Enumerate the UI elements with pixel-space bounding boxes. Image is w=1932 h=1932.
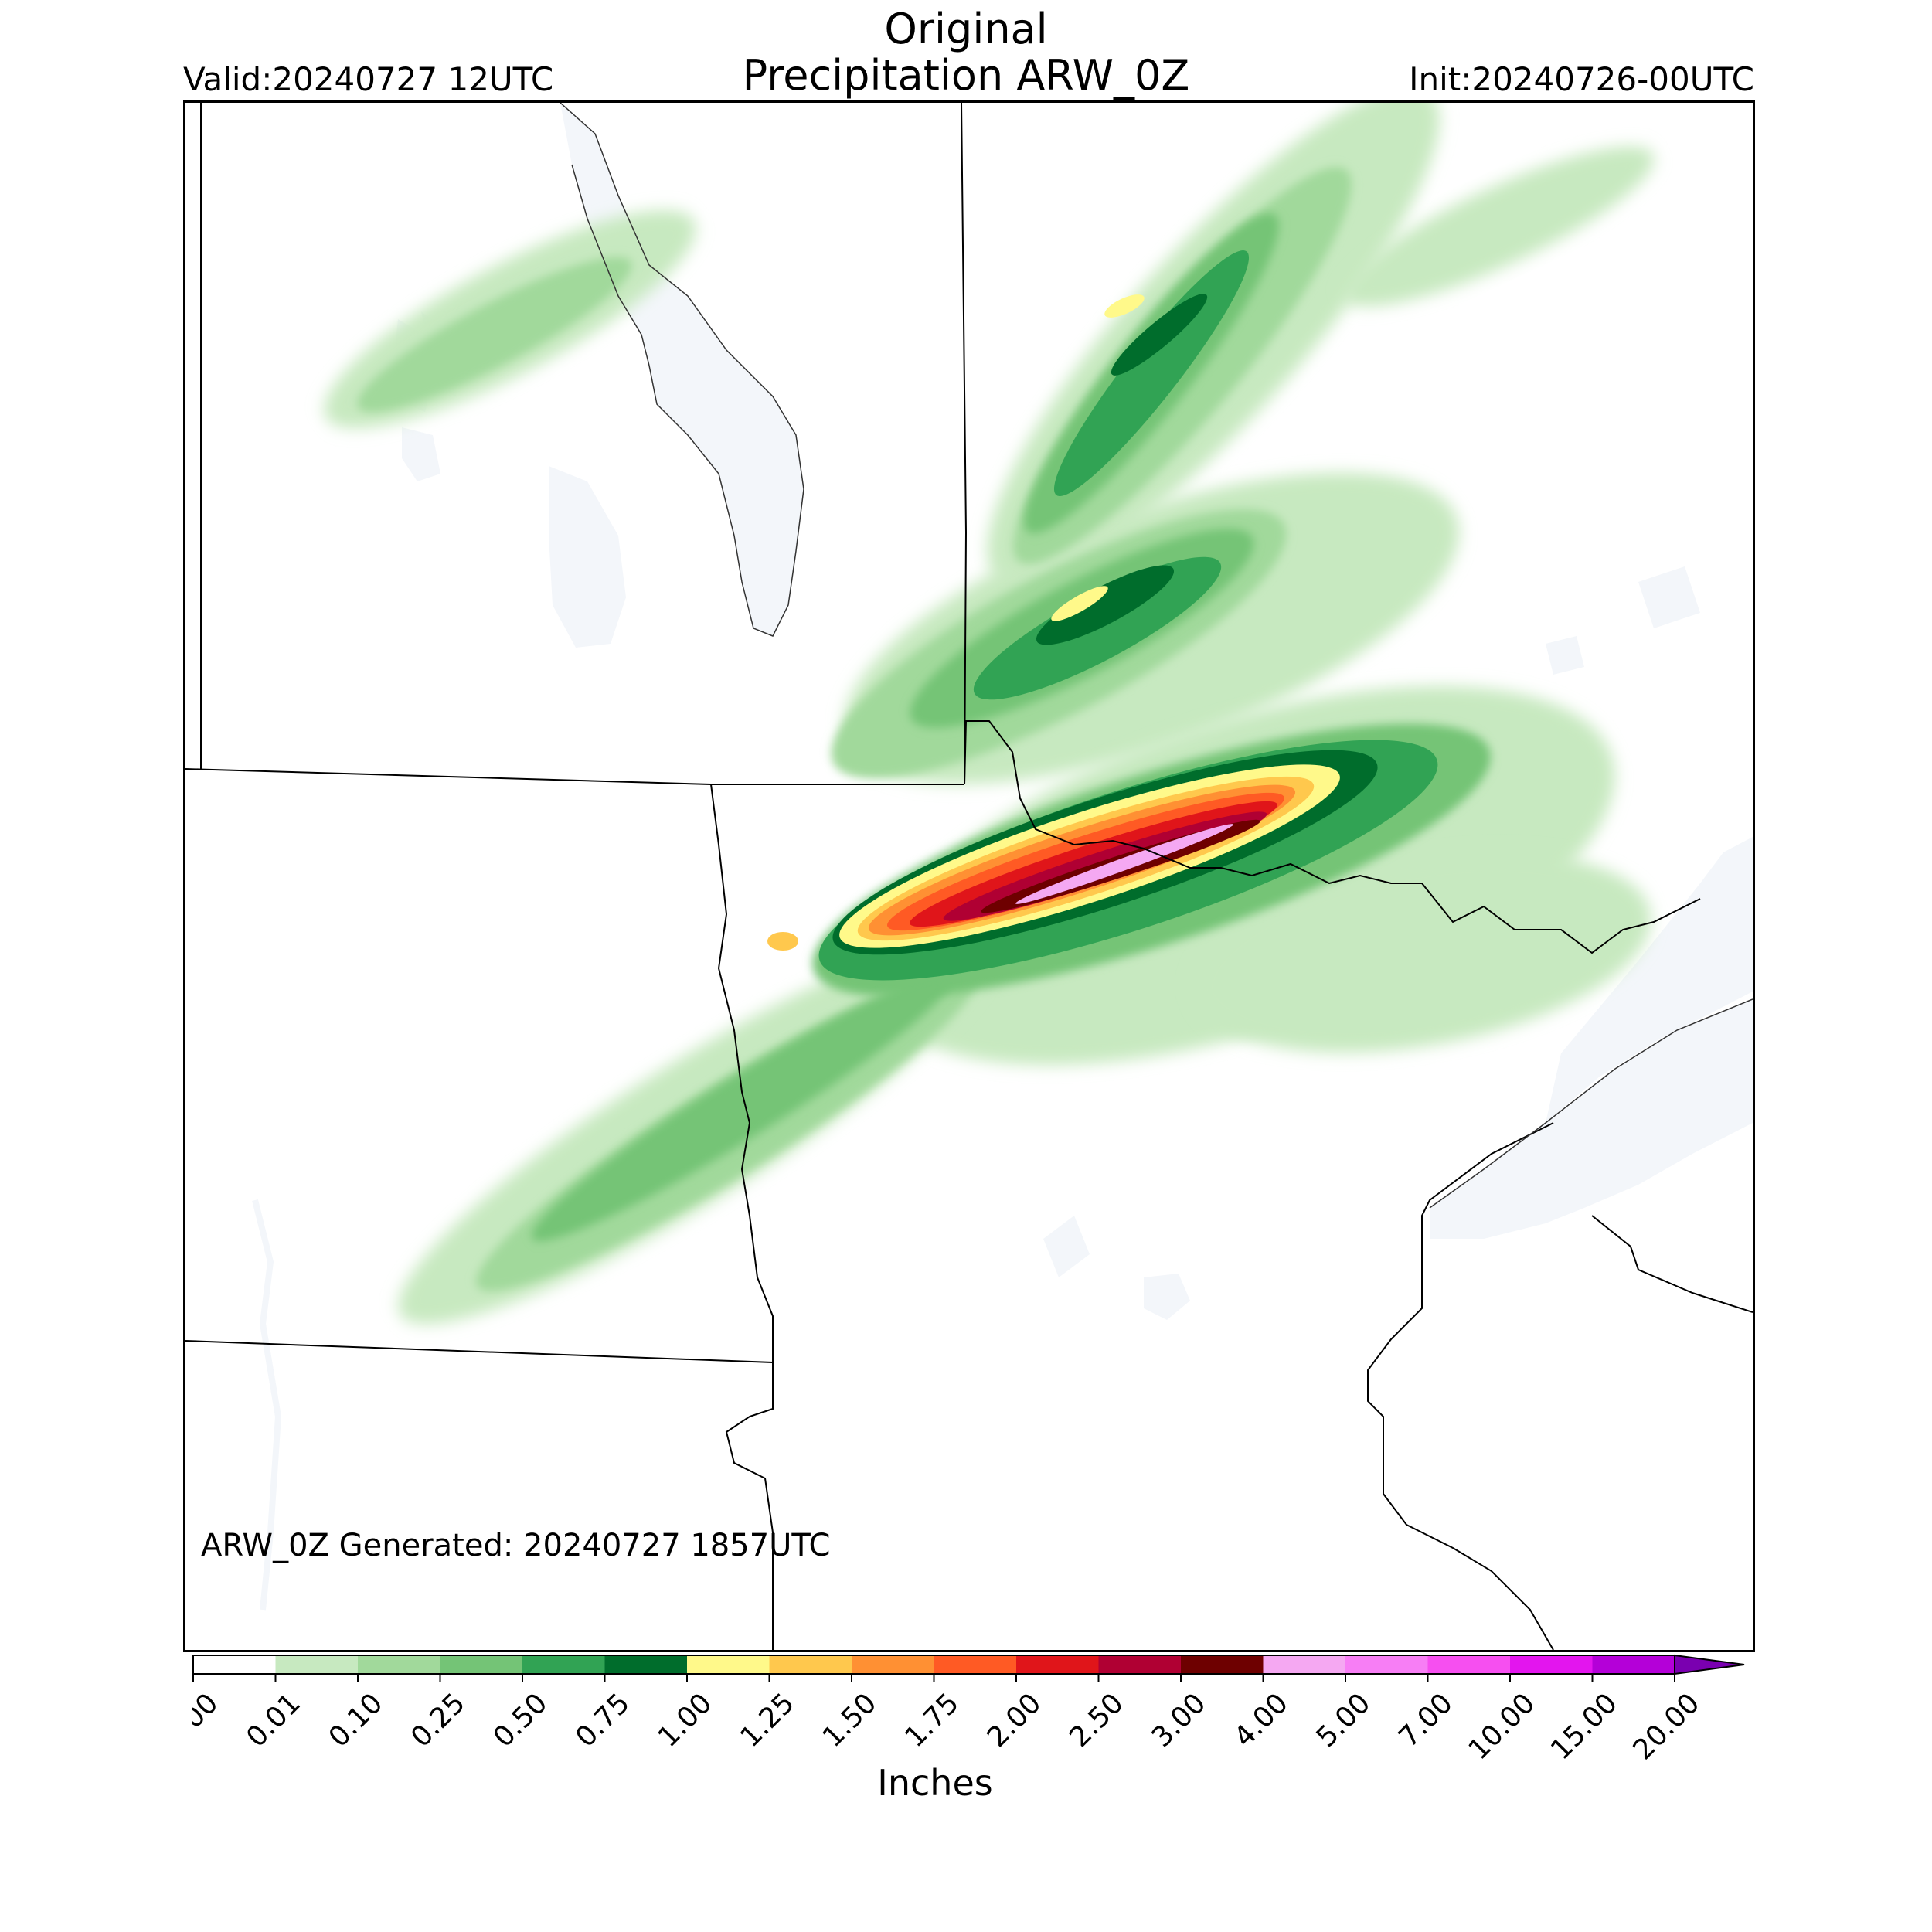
lake-east [1546,636,1584,675]
colorbar-tick-label: 0.01 [240,1687,307,1753]
colorbar-tick-label: 2.00 [981,1687,1048,1753]
valid-time-label: Valid:20240727 12UTC [183,60,554,98]
colorbar-extend-arrow [1674,1654,1745,1675]
precip-central-max [1051,586,1108,621]
chart-title-line2: Precipitation ARW_0Z [742,51,1190,100]
colorbar-swatch [1016,1655,1099,1674]
border-canada-us-east [964,720,1701,954]
lake-small-2 [402,427,440,481]
colorbar-tick-label: 2.50 [1063,1687,1130,1753]
lake-outlines [560,103,1753,1209]
colorbar-swatches [192,1654,1745,1675]
precip-band-far-ne [1344,146,1655,307]
colorbar-swatch [1263,1655,1345,1674]
colorbar-swatch [1510,1655,1593,1674]
border-wi-mi [1591,1215,1753,1313]
colorbar-tick-label: 0.50 [488,1687,554,1753]
precip-band-east [1192,852,1651,1053]
colorbar-tick-label: 5.00 [1311,1687,1377,1753]
border-manitoba-ontario [961,103,968,785]
colorbar-swatch [1345,1655,1428,1674]
colorbar-tick-label: 0.00 [192,1687,224,1753]
colorbar-tick-label: 1.25 [734,1687,801,1753]
lake-superior [1430,999,1753,1239]
map-panel: ARW_0Z Generated: 20240727 1857UTC [183,100,1755,1652]
colorbar-tick-label: 7.00 [1393,1687,1459,1753]
colorbar-swatch [1427,1655,1510,1674]
colorbar-tick-label: 1.00 [652,1687,719,1753]
colorbar-swatch [769,1655,852,1674]
colorbar-tick-label: 15.00 [1545,1687,1624,1766]
colorbar-tick-label: 0.75 [570,1687,636,1753]
colorbar-swatch [687,1655,770,1674]
colorbar-swatch [522,1655,605,1674]
precip-ne-050 [1053,250,1250,496]
lake-winnipeg-outline [560,103,804,637]
chart-title-line1: Original [884,5,1048,53]
colorbar-swatch [852,1655,934,1674]
colorbar-swatch [1098,1655,1181,1674]
political-boundaries [185,103,1753,1650]
lake-manitoba [549,466,626,648]
precipitation-field [324,103,1655,1325]
generated-label: ARW_0Z Generated: 20240727 1857UTC [201,1528,830,1563]
colorbar-tick-label: 4.00 [1228,1687,1294,1753]
precip-ne-075 [1111,294,1208,376]
colorbar-tick-label: 3.00 [1146,1687,1213,1753]
colorbar-tick-label: 0.10 [323,1687,389,1753]
colorbar-swatch [358,1655,440,1674]
precip-sw-025 [531,974,953,1241]
colorbar-tick-label: 20.00 [1628,1687,1706,1766]
precip-core-400 [1015,824,1233,904]
colorbar-tick-label: 0.25 [405,1687,471,1753]
map-canvas: ARW_0Z Generated: 20240727 1857UTC [185,103,1753,1650]
colorbar-swatch [440,1655,522,1674]
colorbar-swatch [604,1655,687,1674]
border-nd-sd [185,1340,774,1363]
border-nd-mn [710,784,774,1650]
precip-sw-cell [767,932,798,951]
colorbar-tick-label: 1.75 [899,1687,965,1753]
colorbar-swatch [1181,1655,1264,1674]
colorbar-swatch [193,1655,276,1674]
lake-redlake [1043,1216,1090,1277]
precip-ne-max [1104,294,1145,318]
colorbar-tick-label: 10.00 [1463,1687,1542,1766]
precip-nw-inner [357,257,632,413]
colorbar-tick-label: 1.50 [817,1687,883,1753]
colorbar: 0.00 0.01 0.10 0.25 0.50 0.75 1.00 1.25 1.50 1.75… [192,1654,1745,1766]
border-mn-wi [1367,1122,1554,1650]
lake-east-2 [1638,566,1700,628]
colorbar-swatch [1592,1655,1675,1674]
precip-central-075 [1036,565,1175,645]
colorbar-swatch [275,1655,358,1674]
lake-mille-lacs [1144,1274,1190,1320]
river-west [252,1199,282,1611]
colorbar-title: Inches [877,1762,993,1804]
init-time-label: Init:20240726-00UTC [1409,60,1754,98]
lake-superior-outline [1429,998,1753,1209]
colorbar-ticks: 0.00 0.01 0.10 0.25 0.50 0.75 1.00 1.25 1.50 1.75… [192,1674,1706,1766]
colorbar-swatch [934,1655,1016,1674]
lake-superior-north [1546,837,1753,1123]
